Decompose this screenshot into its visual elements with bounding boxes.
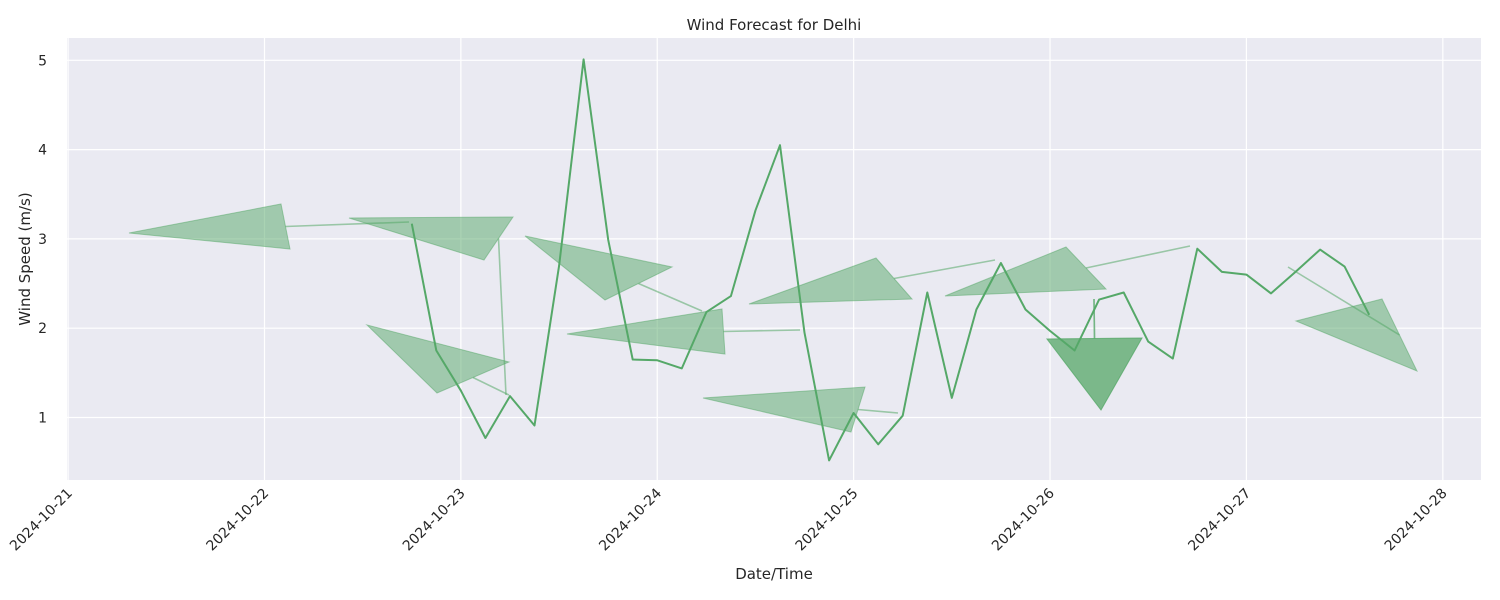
wind-arrow-head <box>702 386 866 433</box>
y-gridlines <box>67 59 1481 419</box>
wind-arrow-head <box>1294 298 1419 372</box>
x-tick-label: 2024-10-25 <box>793 486 862 555</box>
x-tick-labels: 2024-10-21 2024-10-22 2024-10-23 2024-10-24… <box>7 485 1451 554</box>
wind-arrow-head <box>1045 337 1143 411</box>
wind-arrow-shaft <box>497 238 507 396</box>
wind-arrow-shaft <box>638 282 703 312</box>
x-tick-label: 2024-10-24 <box>596 485 665 554</box>
wind-direction-arrows <box>128 203 1419 433</box>
y-axis-label: Wind Speed (m/s) <box>16 192 34 325</box>
wind-arrow-shaft <box>857 408 899 414</box>
wind-arrow <box>748 257 996 305</box>
x-tick-label: 2024-10-27 <box>1185 486 1254 555</box>
wind-arrow-shaft <box>472 376 510 396</box>
y-tick-label: 3 <box>38 232 47 248</box>
x-axis-label: Date/Time <box>735 565 813 583</box>
y-tick-label: 2 <box>38 321 47 337</box>
wind-arrow <box>524 235 703 312</box>
x-tick-label: 2024-10-28 <box>1382 486 1451 555</box>
wind-arrow <box>566 308 801 355</box>
y-tick-label: 4 <box>38 143 47 159</box>
wind-arrow <box>1045 298 1143 411</box>
x-tick-label: 2024-10-26 <box>989 485 1058 554</box>
y-tick-labels: 1 2 3 4 5 <box>38 53 47 426</box>
x-tick-label: 2024-10-22 <box>203 486 272 555</box>
wind-arrow-head <box>348 216 514 261</box>
wind-arrow-head <box>748 257 914 305</box>
wind-arrow <box>365 324 511 396</box>
wind-arrow <box>702 386 899 433</box>
wind-arrow <box>348 216 514 396</box>
wind-arrow-head <box>365 324 511 394</box>
wind-speed-line <box>410 58 1371 462</box>
wind-arrow-shaft <box>723 329 801 333</box>
x-tick-label: 2024-10-23 <box>400 486 469 555</box>
wind-arrow-shaft <box>1085 245 1191 269</box>
wind-arrow <box>944 245 1191 297</box>
y-tick-label: 1 <box>38 410 47 426</box>
wind-arrow-head <box>566 308 726 355</box>
chart-title: Wind Forecast for Delhi <box>687 16 862 34</box>
x-tick-label: 2024-10-21 <box>7 486 76 555</box>
y-tick-label: 5 <box>38 53 47 69</box>
wind-arrow-shaft <box>1093 298 1096 339</box>
wind-arrow-shaft <box>893 259 996 280</box>
wind-arrow-head <box>128 203 291 250</box>
wind-arrow <box>1287 266 1419 372</box>
wind-arrow-head <box>524 235 674 301</box>
